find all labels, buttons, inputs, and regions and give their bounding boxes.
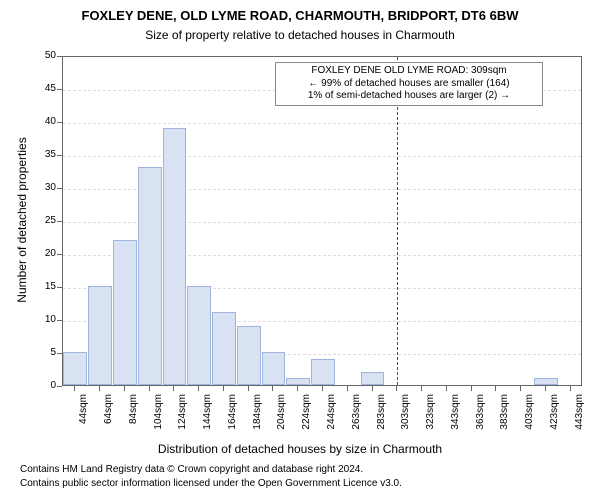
footer-license: Contains public sector information licen… [20, 478, 402, 489]
y-tick-mark [57, 56, 62, 57]
x-tick-mark [570, 386, 571, 391]
histogram-bar [212, 312, 236, 385]
x-tick-label: 204sqm [276, 394, 287, 444]
gridline [63, 156, 581, 157]
histogram-bar [163, 128, 187, 385]
x-tick-label: 383sqm [499, 394, 510, 444]
x-tick-mark [347, 386, 348, 391]
x-tick-mark [149, 386, 150, 391]
annotation-line2: ← 99% of detached houses are smaller (16… [280, 78, 538, 91]
y-tick-mark [57, 254, 62, 255]
histogram-bar [138, 167, 162, 385]
y-tick-mark [57, 320, 62, 321]
x-tick-mark [495, 386, 496, 391]
x-tick-mark [396, 386, 397, 391]
y-tick-mark [57, 221, 62, 222]
x-axis-label: Distribution of detached houses by size … [0, 442, 600, 456]
histogram-bar [534, 378, 558, 385]
page-title: FOXLEY DENE, OLD LYME ROAD, CHARMOUTH, B… [0, 8, 600, 23]
histogram-bar [187, 286, 211, 385]
x-tick-label: 124sqm [177, 394, 188, 444]
histogram-bar [113, 240, 137, 385]
x-tick-label: 144sqm [202, 394, 213, 444]
x-tick-mark [173, 386, 174, 391]
x-tick-mark [322, 386, 323, 391]
x-tick-label: 164sqm [227, 394, 238, 444]
x-tick-mark [99, 386, 100, 391]
y-tick-label: 5 [28, 347, 56, 358]
x-tick-label: 184sqm [252, 394, 263, 444]
y-tick-mark [57, 122, 62, 123]
reference-line [397, 57, 398, 385]
x-tick-mark [520, 386, 521, 391]
x-tick-label: 443sqm [574, 394, 585, 444]
x-tick-label: 283sqm [376, 394, 387, 444]
x-tick-mark [124, 386, 125, 391]
x-tick-mark [372, 386, 373, 391]
y-tick-mark [57, 155, 62, 156]
annotation-line3: 1% of semi-detached houses are larger (2… [280, 90, 538, 103]
gridline [63, 123, 581, 124]
y-tick-label: 15 [28, 281, 56, 292]
x-tick-mark [545, 386, 546, 391]
x-tick-label: 423sqm [549, 394, 560, 444]
histogram-bar [311, 359, 335, 385]
x-tick-label: 84sqm [128, 394, 139, 444]
x-tick-label: 363sqm [475, 394, 486, 444]
histogram-bar [63, 352, 87, 385]
x-tick-mark [74, 386, 75, 391]
property-annotation-box: FOXLEY DENE OLD LYME ROAD: 309sqm ← 99% … [275, 62, 543, 106]
y-tick-label: 0 [28, 380, 56, 391]
x-tick-label: 64sqm [103, 394, 114, 444]
x-tick-mark [248, 386, 249, 391]
histogram-bar [286, 378, 310, 385]
y-tick-mark [57, 89, 62, 90]
x-tick-label: 44sqm [78, 394, 89, 444]
y-tick-label: 10 [28, 314, 56, 325]
annotation-line1: FOXLEY DENE OLD LYME ROAD: 309sqm [280, 65, 538, 78]
y-tick-label: 30 [28, 182, 56, 193]
x-tick-label: 403sqm [524, 394, 535, 444]
x-tick-label: 224sqm [301, 394, 312, 444]
x-tick-mark [198, 386, 199, 391]
histogram-bar [262, 352, 286, 385]
x-tick-label: 323sqm [425, 394, 436, 444]
x-tick-mark [272, 386, 273, 391]
y-tick-label: 45 [28, 83, 56, 94]
y-tick-label: 50 [28, 50, 56, 61]
histogram-bar [237, 326, 261, 385]
y-tick-mark [57, 386, 62, 387]
x-tick-label: 244sqm [326, 394, 337, 444]
y-tick-mark [57, 287, 62, 288]
x-tick-label: 343sqm [450, 394, 461, 444]
x-tick-mark [446, 386, 447, 391]
y-tick-mark [57, 188, 62, 189]
footer-copyright: Contains HM Land Registry data © Crown c… [20, 464, 363, 475]
x-tick-label: 303sqm [400, 394, 411, 444]
x-tick-label: 104sqm [153, 394, 164, 444]
y-axis-label: Number of detached properties [15, 55, 29, 385]
x-tick-mark [223, 386, 224, 391]
x-tick-label: 263sqm [351, 394, 362, 444]
chart-subtitle: Size of property relative to detached ho… [0, 28, 600, 42]
y-tick-mark [57, 353, 62, 354]
histogram-bar [361, 372, 385, 385]
x-tick-mark [297, 386, 298, 391]
histogram-bar [88, 286, 112, 385]
y-tick-label: 25 [28, 215, 56, 226]
y-tick-label: 40 [28, 116, 56, 127]
x-tick-mark [421, 386, 422, 391]
y-tick-label: 20 [28, 248, 56, 259]
y-tick-label: 35 [28, 149, 56, 160]
x-tick-mark [471, 386, 472, 391]
